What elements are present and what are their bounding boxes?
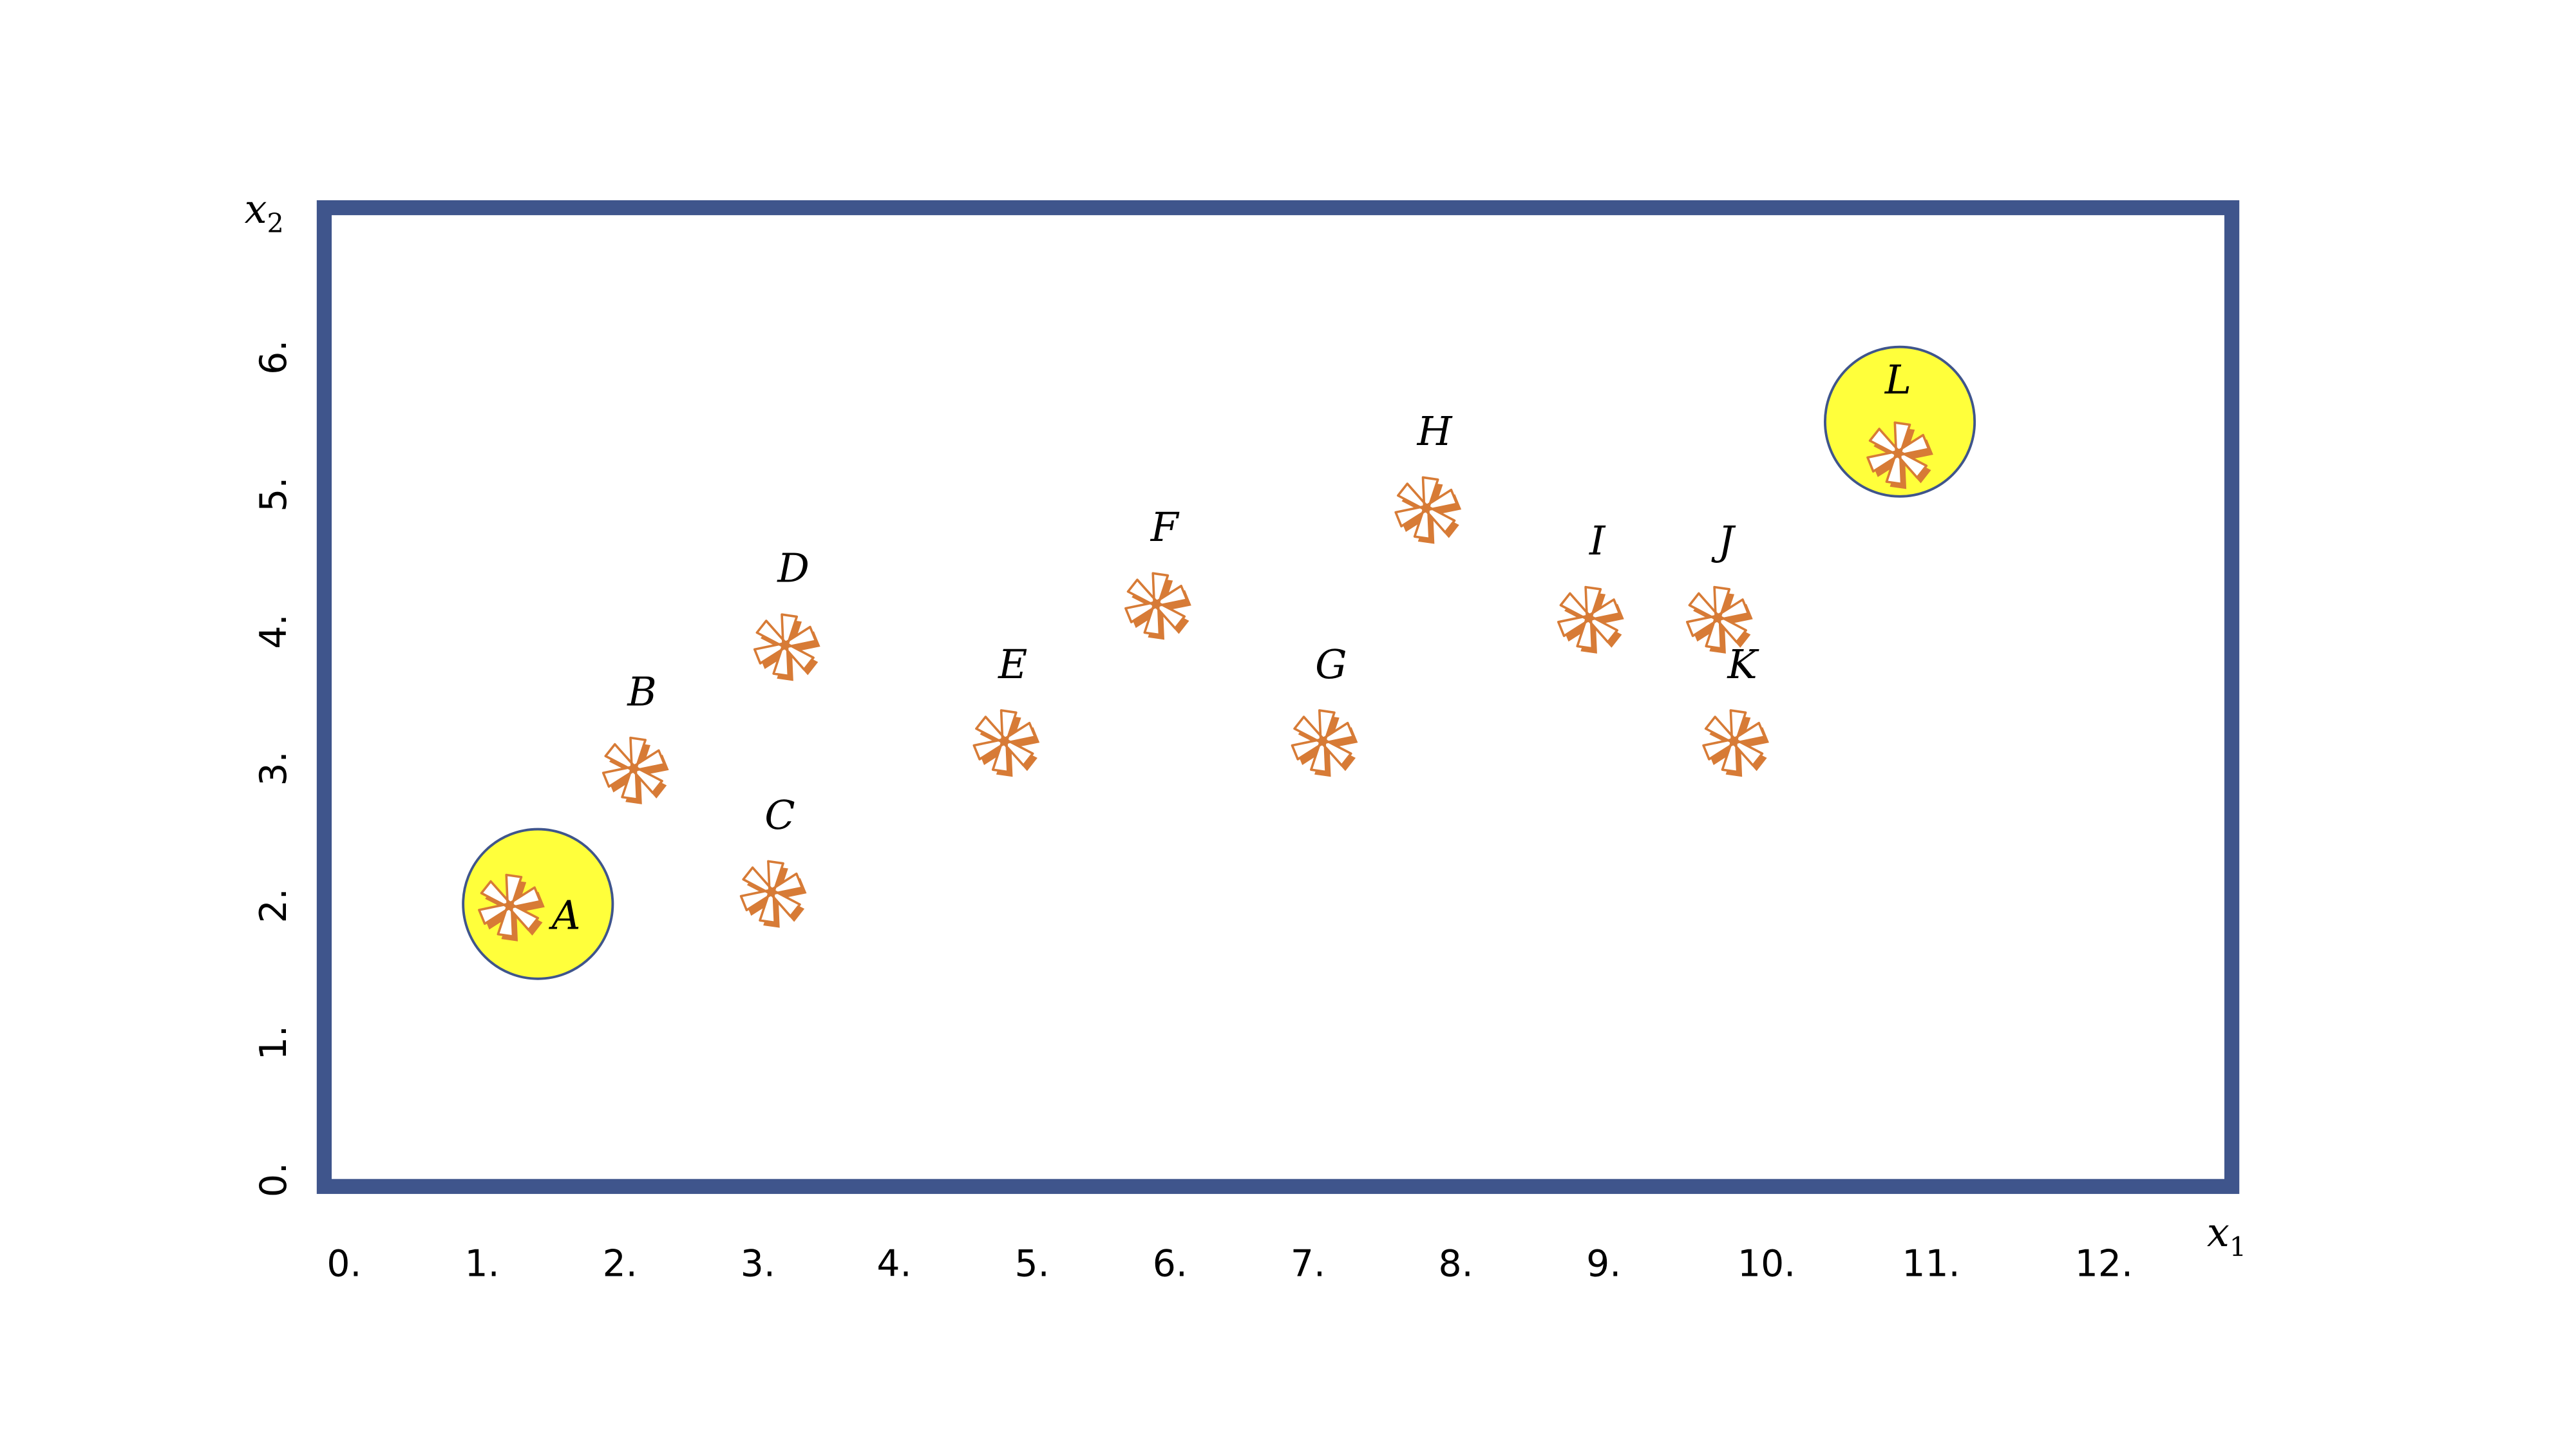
x-tick-label: 7.	[1291, 1243, 1325, 1285]
point-label: H	[1417, 408, 1453, 455]
asterisk-marker	[739, 860, 804, 924]
asterisk-marker	[601, 736, 666, 800]
asterisk-marker	[478, 873, 542, 938]
x-tick-label: 10.	[1738, 1243, 1795, 1285]
data-point-L: L	[1824, 345, 1976, 498]
x-axis-title: x1	[2207, 1209, 2246, 1262]
y-tick-label: 6.	[252, 340, 295, 375]
y-tick-label: 3.	[252, 751, 295, 786]
asterisk-marker	[1685, 585, 1750, 650]
x-tick-label: 3.	[741, 1243, 775, 1285]
asterisk-marker	[1124, 572, 1188, 636]
data-point-A: A	[462, 828, 614, 980]
point-label: J	[1711, 518, 1736, 564]
point-label: F	[1150, 504, 1180, 551]
point-label: K	[1727, 641, 1759, 688]
y-axis-title: x2	[245, 186, 284, 239]
point-label: D	[777, 545, 810, 592]
data-point-F: F	[1124, 504, 1191, 640]
asterisk-marker	[1291, 709, 1355, 773]
x-tick-label: 0.	[327, 1243, 361, 1285]
x-tick-labels: 0. 1. 2. 3. 4. 5. 6. 7. 8. 9. 10. 11. 12.	[327, 1243, 2133, 1285]
x-tick-label: 1.	[464, 1243, 499, 1285]
data-point-C: C	[739, 792, 807, 928]
x-tick-label: 2.	[603, 1243, 638, 1285]
x-tick-label: 12.	[2075, 1243, 2133, 1285]
y-tick-labels: 0. 1. 2. 3. 4. 5. 6.	[252, 340, 295, 1197]
data-point-E: E	[972, 641, 1040, 777]
asterisk-marker	[1866, 421, 1930, 486]
y-tick-label: 1.	[252, 1025, 295, 1060]
data-point-D: D	[753, 545, 820, 681]
point-label: C	[764, 792, 795, 838]
y-tick-label: 4.	[252, 614, 295, 649]
data-point-H: H	[1394, 408, 1462, 544]
y-tick-label: 5.	[252, 477, 295, 512]
asterisk-marker	[753, 613, 817, 677]
plot-frame	[316, 200, 2240, 1194]
data-point-I: I	[1557, 518, 1624, 654]
asterisk-marker	[1702, 709, 1766, 773]
point-label: B	[627, 668, 657, 715]
data-point-J: J	[1685, 518, 1753, 654]
point-label: G	[1315, 641, 1347, 688]
x-tick-label: 9.	[1586, 1243, 1621, 1285]
point-label: L	[1884, 357, 1911, 403]
x-tick-label: 5.	[1015, 1243, 1050, 1285]
x-tick-label: 4.	[876, 1243, 911, 1285]
data-point-B: B	[601, 668, 669, 804]
y-tick-label: 2.	[252, 888, 295, 923]
asterisk-marker	[1557, 585, 1621, 650]
asterisk-marker	[1394, 476, 1458, 540]
x-tick-label: 6.	[1153, 1243, 1188, 1285]
x-tick-label: 11.	[1902, 1243, 1960, 1285]
data-points: A B C D E F G H I J K L	[462, 345, 1976, 980]
point-label: I	[1589, 518, 1606, 564]
point-label: E	[998, 641, 1027, 688]
point-label: A	[549, 892, 581, 938]
data-point-G: G	[1291, 641, 1358, 777]
data-point-K: K	[1702, 641, 1769, 777]
x-tick-label: 8.	[1439, 1243, 1473, 1285]
asterisk-marker	[972, 709, 1037, 773]
highlight-circle	[1824, 345, 1976, 498]
y-tick-label: 0.	[252, 1162, 295, 1197]
